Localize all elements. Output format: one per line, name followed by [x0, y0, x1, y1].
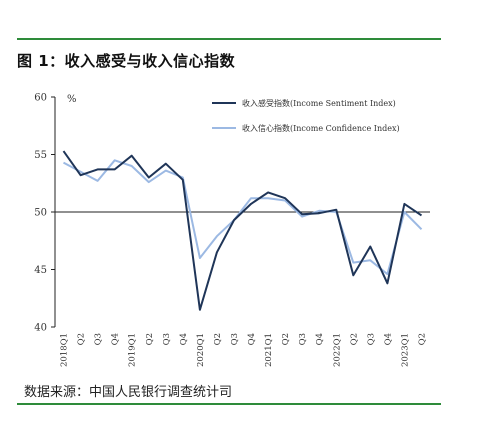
y-tick-label: 40	[34, 323, 47, 334]
x-tick-label: Q2	[417, 333, 427, 345]
x-tick-label: Q2	[77, 333, 87, 345]
y-unit-label: %	[67, 94, 77, 105]
x-tick-label: Q2	[349, 333, 359, 345]
series-line-income-confidence	[63, 159, 423, 276]
x-tick-label: Q4	[179, 333, 189, 345]
top-rule	[17, 38, 441, 40]
y-tick-label: 55	[34, 150, 47, 161]
series-line-income-sentiment	[62, 150, 423, 311]
x-tick-label: Q4	[315, 333, 325, 345]
x-tick-label: Q2	[213, 333, 223, 345]
x-tick-label: Q3	[298, 333, 308, 345]
figure-title: 图 1：收入感受与收入信心指数	[17, 52, 236, 70]
legend-label-income-confidence: 收入信心指数(Income Confidence Index)	[242, 123, 400, 133]
x-tick-label: Q4	[383, 333, 393, 345]
x-tick-label: 2019Q1	[128, 333, 138, 367]
x-tick-label: Q3	[230, 333, 240, 345]
x-tick-label: 2021Q1	[264, 333, 274, 367]
x-tick-label: Q3	[366, 333, 376, 345]
x-tick-label: 2018Q1	[60, 333, 70, 367]
data-source-note: 数据来源：中国人民银行调查统计司	[24, 385, 233, 400]
y-tick-label: 45	[34, 265, 47, 276]
y-tick-label: 50	[34, 208, 47, 219]
x-tick-label: 2022Q1	[332, 333, 342, 367]
y-tick-label: 60	[34, 93, 47, 104]
x-tick-label: 2020Q1	[196, 333, 206, 367]
bottom-rule	[17, 403, 441, 405]
x-tick-label: Q4	[111, 333, 121, 345]
x-tick-label: Q2	[281, 333, 291, 345]
x-tick-label: Q3	[94, 333, 104, 345]
x-tick-label: Q3	[162, 333, 172, 345]
x-tick-label: Q2	[145, 333, 155, 345]
x-tick-label: Q4	[247, 333, 257, 345]
legend-label-income-sentiment: 收入感受指数(Income Sentiment Index)	[242, 98, 396, 108]
x-tick-label: 2023Q1	[400, 333, 410, 367]
